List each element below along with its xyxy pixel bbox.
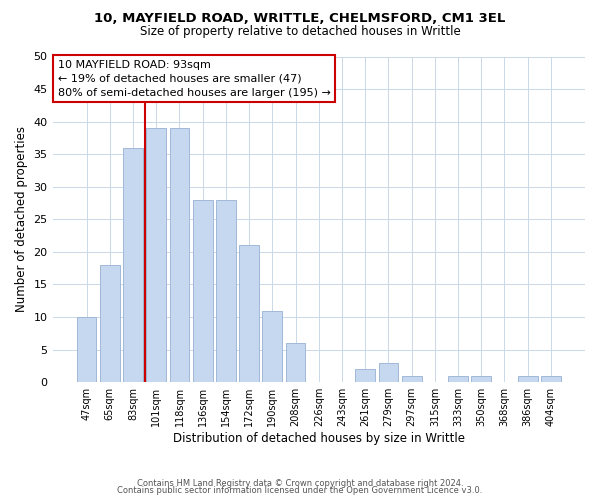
Bar [216,200,236,382]
Bar [100,265,119,382]
Bar [379,362,398,382]
Bar [472,376,491,382]
Bar [402,376,422,382]
Text: Contains HM Land Registry data © Crown copyright and database right 2024.: Contains HM Land Registry data © Crown c… [137,478,463,488]
X-axis label: Distribution of detached houses by size in Writtle: Distribution of detached houses by size … [173,432,465,445]
Bar [239,246,259,382]
Bar [123,148,143,382]
Bar [518,376,538,382]
Bar [170,128,190,382]
Bar [286,343,305,382]
Bar [541,376,561,382]
Text: 10, MAYFIELD ROAD, WRITTLE, CHELMSFORD, CM1 3EL: 10, MAYFIELD ROAD, WRITTLE, CHELMSFORD, … [94,12,506,26]
Bar [193,200,212,382]
Bar [262,310,282,382]
Bar [448,376,468,382]
Bar [77,317,97,382]
Text: Size of property relative to detached houses in Writtle: Size of property relative to detached ho… [140,25,460,38]
Y-axis label: Number of detached properties: Number of detached properties [15,126,28,312]
Bar [146,128,166,382]
Bar [355,369,375,382]
Text: Contains public sector information licensed under the Open Government Licence v3: Contains public sector information licen… [118,486,482,495]
Text: 10 MAYFIELD ROAD: 93sqm
← 19% of detached houses are smaller (47)
80% of semi-de: 10 MAYFIELD ROAD: 93sqm ← 19% of detache… [58,60,331,98]
